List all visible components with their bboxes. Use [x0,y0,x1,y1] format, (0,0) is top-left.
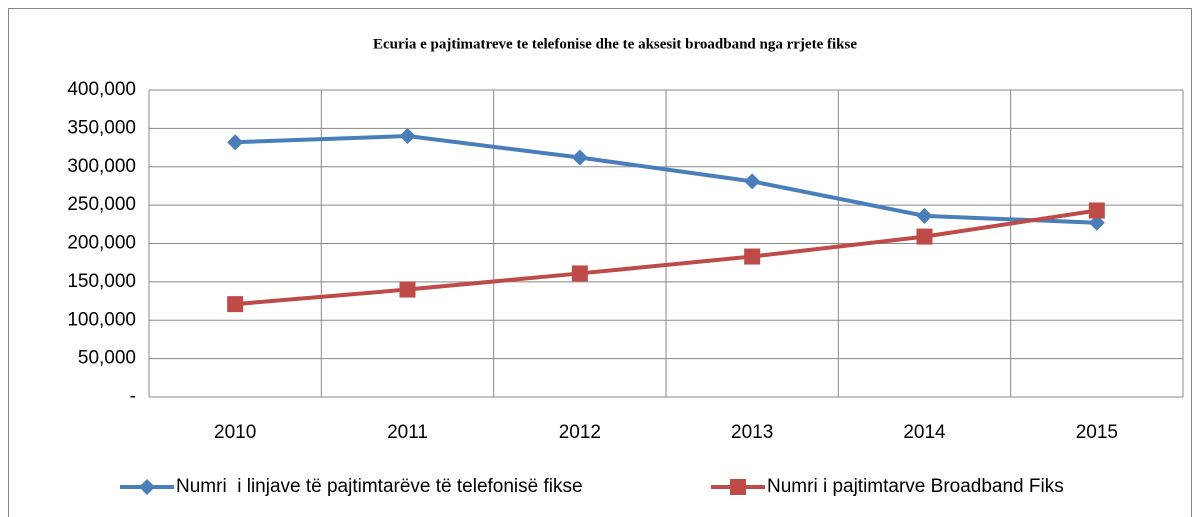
legend-marker [139,479,155,495]
marker [399,128,416,145]
marker [227,134,244,151]
marker [399,281,416,298]
marker [571,149,588,166]
legend-marker [730,479,746,495]
y-tick-label: 150,000 [67,271,136,292]
marker [916,228,933,245]
marker [744,248,761,265]
marker [1088,214,1105,231]
chart-title: Ecuria e pajtimatreve te telefonise dhe … [373,36,857,52]
y-tick-label: 350,000 [67,117,136,138]
x-tick-label: 2010 [214,422,256,443]
y-tick-label: 50,000 [78,348,136,369]
marker [1088,202,1105,219]
x-tick-label: 2015 [1076,422,1118,443]
y-tick-label: 250,000 [67,194,136,215]
marker [916,207,933,224]
y-tick-label: 300,000 [67,156,136,177]
y-tick-label: 100,000 [67,309,136,330]
x-tick-label: 2012 [559,422,601,443]
legend-label: Numri i pajtimtarve Broadband Fiks [767,476,1064,497]
marker [744,173,761,190]
series-line [234,208,1098,307]
legend-label: Numri i linjave të pajtimtarëve të telef… [176,476,583,497]
x-tick-label: 2011 [387,422,428,443]
x-tick-label: 2014 [903,422,946,443]
y-tick-label: 400,000 [67,79,136,100]
chart-frame [8,8,1192,517]
marker [571,265,588,282]
x-tick-label: 2013 [731,422,773,443]
y-tick-label: 200,000 [67,233,136,254]
marker [227,296,244,313]
series-line [235,134,1097,225]
y-tick-label: - [130,386,136,407]
